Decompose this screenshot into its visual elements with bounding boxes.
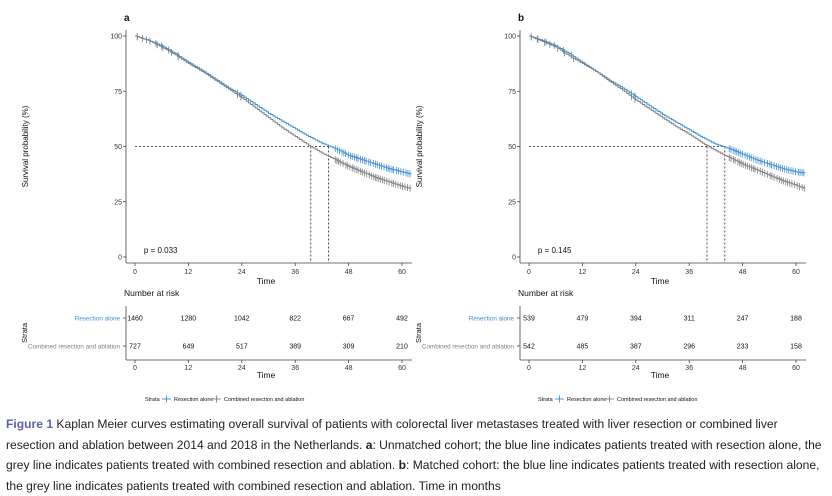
x-tick-label: 24 bbox=[238, 269, 246, 276]
caption-text-3: : Matched cohort: the blue line indicate… bbox=[6, 458, 820, 493]
risk-count: 296 bbox=[683, 344, 695, 351]
y-tick-label: 100 bbox=[110, 34, 122, 41]
risk-x-tick-label: 60 bbox=[792, 365, 800, 372]
x-tick-label: 48 bbox=[345, 269, 353, 276]
risk-count: 394 bbox=[630, 316, 642, 323]
y-tick-label: 100 bbox=[504, 34, 516, 41]
x-axis-title: Time bbox=[257, 276, 276, 286]
y-tick-label: 25 bbox=[508, 199, 516, 206]
caption-panel-a-label: a bbox=[365, 437, 373, 452]
risk-x-tick-label: 48 bbox=[739, 365, 747, 372]
legend-item-label: Combined resection and ablation bbox=[224, 397, 304, 403]
strata-axis-title: Strata bbox=[20, 322, 29, 343]
figure-label: Figure 1 bbox=[6, 417, 54, 431]
km-curve-combined bbox=[529, 35, 806, 189]
y-axis-title: Survival probability (%) bbox=[415, 105, 424, 187]
risk-count: 822 bbox=[289, 316, 301, 323]
km-curve-resection-alone bbox=[529, 35, 806, 174]
risk-count: 727 bbox=[129, 344, 141, 351]
risk-x-tick-label: 0 bbox=[527, 365, 531, 372]
legend-title: Strata bbox=[538, 397, 554, 403]
panel-label: b bbox=[518, 13, 524, 24]
risk-count: 233 bbox=[737, 344, 749, 351]
km-curve-resection-alone bbox=[135, 35, 412, 175]
risk-x-tick-label: 48 bbox=[345, 365, 353, 372]
x-tick-label: 24 bbox=[632, 269, 640, 276]
figure-caption: Figure 1 Kaplan Meier curves estimating … bbox=[6, 414, 828, 496]
km-panel-b: b 0 25 50 75 100 0 12 24 36 48 60 Time Survival proba… bbox=[414, 13, 806, 403]
risk-count: 311 bbox=[684, 316, 695, 323]
risk-count: 188 bbox=[790, 316, 802, 323]
risk-x-tick-label: 12 bbox=[185, 365, 193, 372]
panel-label: a bbox=[124, 13, 130, 24]
strata-axis-title: Strata bbox=[414, 322, 423, 343]
risk-count: 1280 bbox=[181, 316, 197, 323]
risk-count: 247 bbox=[737, 316, 749, 323]
legend-title: Strata bbox=[145, 397, 161, 403]
risk-table-title: Number at risk bbox=[518, 288, 574, 298]
risk-stratum-label: Resection alone bbox=[75, 316, 121, 323]
y-tick-label: 50 bbox=[508, 144, 516, 151]
x-tick-label: 60 bbox=[398, 269, 406, 276]
km-curve-combined bbox=[135, 35, 412, 189]
caption-panel-b-label: b bbox=[398, 458, 407, 472]
risk-count: 539 bbox=[523, 316, 535, 323]
risk-count: 389 bbox=[289, 344, 301, 351]
x-tick-label: 0 bbox=[527, 269, 531, 276]
risk-stratum-label: Resection alone bbox=[469, 316, 515, 323]
y-tick-label: 25 bbox=[114, 199, 122, 206]
risk-count: 649 bbox=[183, 344, 195, 351]
risk-count: 479 bbox=[577, 316, 589, 323]
risk-x-tick-label: 24 bbox=[238, 365, 246, 372]
x-tick-label: 12 bbox=[185, 269, 193, 276]
risk-count: 1460 bbox=[127, 316, 143, 323]
risk-count: 309 bbox=[343, 344, 355, 351]
p-value: p = 0.145 bbox=[538, 246, 572, 255]
risk-x-tick-label: 12 bbox=[579, 365, 587, 372]
risk-count: 492 bbox=[396, 316, 408, 323]
x-tick-label: 36 bbox=[291, 269, 299, 276]
y-tick-label: 0 bbox=[118, 255, 122, 262]
risk-x-axis-title: Time bbox=[257, 370, 276, 380]
x-axis-title: Time bbox=[651, 276, 670, 286]
risk-x-tick-label: 36 bbox=[685, 365, 693, 372]
risk-x-axis-title: Time bbox=[651, 370, 670, 380]
y-axis-title: Survival probability (%) bbox=[21, 105, 30, 187]
risk-count: 387 bbox=[630, 344, 642, 351]
legend-item-label: Combined resection and ablation bbox=[617, 397, 697, 403]
legend-item-label: Resection alone bbox=[174, 397, 213, 403]
risk-stratum-label: Combined resection and ablation bbox=[28, 344, 121, 351]
x-tick-label: 12 bbox=[579, 269, 587, 276]
risk-count: 485 bbox=[577, 344, 589, 351]
risk-x-tick-label: 24 bbox=[632, 365, 640, 372]
risk-table-title: Number at risk bbox=[124, 288, 180, 298]
y-tick-label: 75 bbox=[114, 89, 122, 96]
legend-item-label: Resection alone bbox=[567, 397, 606, 403]
km-panel-a: a 0 25 50 75 100 0 12 24 36 48 60 Time Survival proba… bbox=[20, 13, 412, 403]
x-tick-label: 48 bbox=[739, 269, 747, 276]
x-tick-label: 0 bbox=[133, 269, 137, 276]
risk-x-tick-label: 0 bbox=[133, 365, 137, 372]
x-tick-label: 60 bbox=[792, 269, 800, 276]
risk-count: 517 bbox=[236, 344, 248, 351]
caption-text-2: : Unmatched cohort; the blue line indica… bbox=[6, 437, 822, 473]
risk-x-tick-label: 60 bbox=[398, 365, 406, 372]
p-value: p = 0.033 bbox=[144, 246, 178, 255]
risk-count: 210 bbox=[396, 344, 408, 351]
y-tick-label: 75 bbox=[508, 89, 516, 96]
risk-stratum-label: Combined resection and ablation bbox=[422, 344, 515, 351]
risk-x-tick-label: 36 bbox=[291, 365, 299, 372]
caption-text-1: Kaplan Meier curves estimating overall s… bbox=[6, 417, 778, 452]
x-tick-label: 36 bbox=[685, 269, 693, 276]
y-tick-label: 50 bbox=[114, 144, 122, 151]
risk-count: 542 bbox=[523, 344, 535, 351]
risk-count: 1042 bbox=[234, 316, 250, 323]
risk-count: 158 bbox=[790, 344, 802, 351]
risk-count: 667 bbox=[343, 316, 355, 323]
y-tick-label: 0 bbox=[512, 255, 516, 262]
